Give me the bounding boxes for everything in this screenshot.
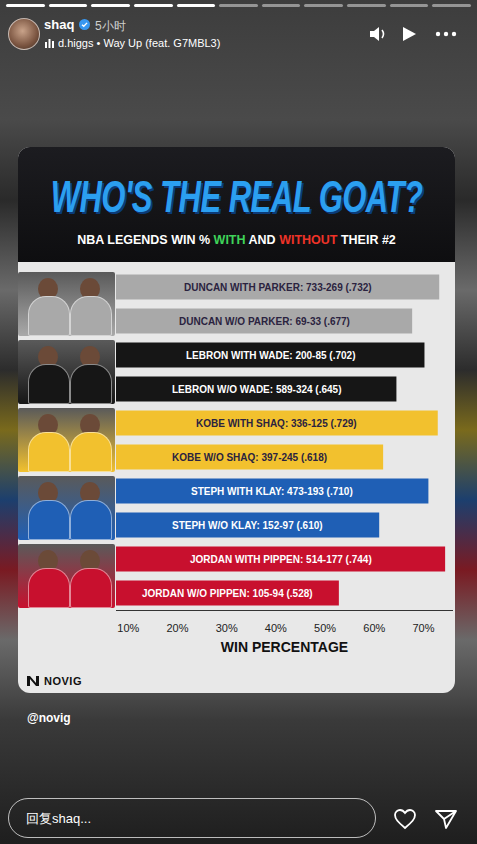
html-text:@novig: @novig [27, 711, 71, 725]
html-text:shaq: shaq [44, 17, 75, 32]
svg-text:60%: 60% [363, 622, 385, 634]
html-text:5小时: 5小时 [95, 19, 126, 33]
html-text:NBA LEGENDS WIN % WITH AND WIT: NBA LEGENDS WIN % WITH AND WITHOUT THEIR… [77, 233, 396, 247]
svg-text:50%: 50% [314, 622, 336, 634]
svg-text:JORDAN W/O PIPPEN: 105-94 (.52: JORDAN W/O PIPPEN: 105-94 (.528) [142, 588, 313, 599]
svg-text:JORDAN WITH PIPPEN: 514-177 (.: JORDAN WITH PIPPEN: 514-177 (.744) [190, 554, 372, 565]
html-text:回复shaq...: 回复shaq... [26, 811, 91, 826]
svg-text:40%: 40% [265, 622, 287, 634]
svg-text:KOBE WITH SHAQ: 336-125 (.729): KOBE WITH SHAQ: 336-125 (.729) [196, 418, 357, 429]
svg-text:20%: 20% [166, 622, 188, 634]
svg-text:DUNCAN W/O PARKER: 69-33 (.677: DUNCAN W/O PARKER: 69-33 (.677) [179, 316, 350, 327]
svg-text:LEBRON WITH WADE: 200-85 (.702: LEBRON WITH WADE: 200-85 (.702) [186, 350, 355, 361]
svg-text:LEBRON W/O WADE: 589-324 (.645: LEBRON W/O WADE: 589-324 (.645) [172, 384, 341, 395]
svg-text:WIN PERCENTAGE: WIN PERCENTAGE [221, 639, 348, 655]
svg-text:STEPH WITH KLAY: 473-193 (.710: STEPH WITH KLAY: 473-193 (.710) [191, 486, 353, 497]
svg-text:30%: 30% [216, 622, 238, 634]
svg-text:DUNCAN WITH PARKER: 733-269 (.: DUNCAN WITH PARKER: 733-269 (.732) [184, 282, 372, 293]
html-text:NOVIG: NOVIG [44, 675, 82, 687]
svg-text:70%: 70% [412, 622, 434, 634]
html-text:WHO'S THE REAL GOAT?: WHO'S THE REAL GOAT? [50, 171, 423, 222]
svg-text:10%: 10% [117, 622, 139, 634]
svg-text:STEPH W/O KLAY: 152-97 (.610): STEPH W/O KLAY: 152-97 (.610) [172, 520, 323, 531]
html-text:d.higgs • Way Up (feat. G7MBL3: d.higgs • Way Up (feat. G7MBL3) [58, 37, 221, 49]
svg-text:KOBE W/O SHAQ: 397-245 (.618): KOBE W/O SHAQ: 397-245 (.618) [172, 452, 327, 463]
